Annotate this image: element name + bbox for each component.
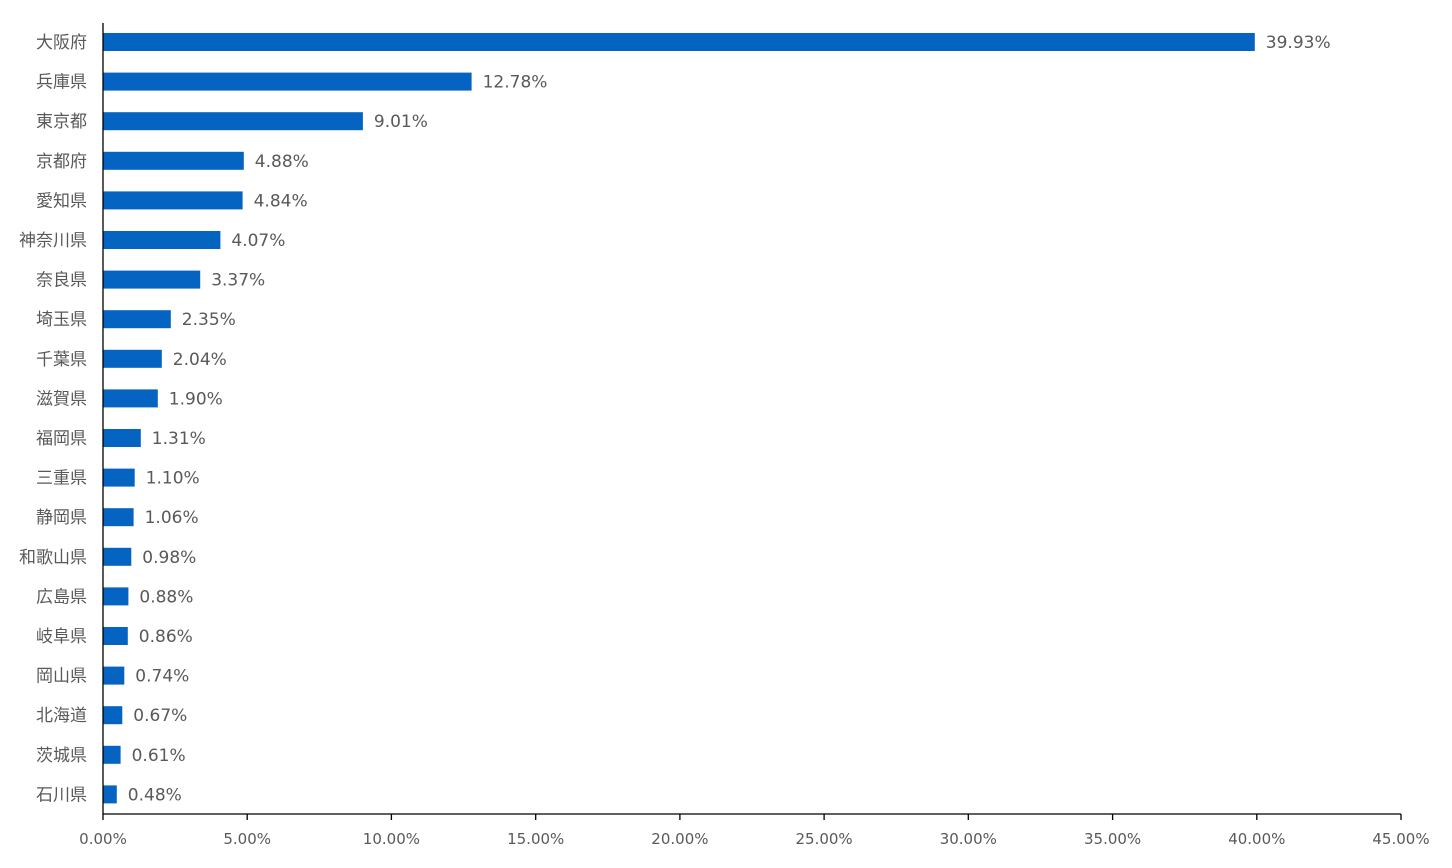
bar-14 [103, 587, 129, 606]
bar-15 [103, 627, 128, 645]
data-label-0: 39.93% [1266, 33, 1331, 53]
category-label-0: 大阪府 [36, 33, 87, 53]
category-label-18: 茨城県 [36, 746, 87, 766]
category-label-19: 石川県 [36, 785, 87, 805]
data-label-2: 9.01% [374, 112, 428, 132]
category-label-7: 埼玉県 [36, 310, 87, 330]
x-tick-label-8: 40.00% [1228, 830, 1285, 848]
data-label-3: 4.88% [255, 152, 309, 172]
data-label-10: 1.31% [152, 429, 206, 449]
category-label-12: 静岡県 [36, 508, 87, 528]
x-tick-label-3: 15.00% [507, 830, 564, 848]
category-label-17: 北海道 [36, 706, 87, 726]
category-label-9: 滋賀県 [36, 389, 87, 409]
data-label-9: 1.90% [169, 389, 223, 409]
data-label-13: 0.98% [142, 548, 196, 568]
x-tick-label-5: 25.00% [795, 830, 852, 848]
axis-layer: 0.00% 5.00% 10.00% 15.00% 20.00% 25.00% 30.00%… [79, 23, 1430, 848]
bar-2 [103, 112, 363, 131]
data-label-4: 4.84% [254, 191, 308, 211]
x-tick-label-2: 10.00% [363, 830, 420, 848]
category-label-13: 和歌山県 [19, 548, 87, 568]
bar-10 [103, 429, 141, 447]
category-label-14: 広島県 [36, 587, 87, 607]
bar-0 [103, 33, 1255, 51]
bar-3 [103, 151, 244, 170]
category-label-4: 愛知県 [36, 191, 87, 211]
bar-5 [103, 231, 221, 249]
data-label-14: 0.88% [139, 587, 193, 607]
bar-6 [103, 270, 201, 289]
bar-1 [103, 72, 472, 91]
bar-11 [103, 468, 135, 487]
labels-layer: 大阪府 39.93% 兵庫県 12.78% 東京都 9.01% 京都府 4.88% 愛知県 4.8… [19, 33, 1331, 805]
x-tick-label-0: 0.00% [79, 830, 127, 848]
bar-7 [103, 310, 171, 329]
category-label-10: 福岡県 [36, 429, 87, 449]
data-label-1: 12.78% [483, 73, 548, 93]
category-label-15: 岐阜県 [36, 627, 87, 647]
data-label-16: 0.74% [135, 667, 189, 687]
category-label-3: 京都府 [36, 152, 87, 172]
bar-12 [103, 508, 134, 527]
category-label-16: 岡山県 [36, 667, 87, 687]
bar-16 [103, 666, 125, 685]
category-label-5: 神奈川県 [19, 231, 87, 251]
data-label-7: 2.35% [182, 310, 236, 330]
data-label-6: 3.37% [211, 271, 265, 291]
category-label-8: 千葉県 [36, 350, 87, 370]
x-tick-label-7: 35.00% [1084, 830, 1141, 848]
data-label-5: 4.07% [231, 231, 285, 251]
x-tick-label-1: 5.00% [223, 830, 271, 848]
bar-9 [103, 389, 158, 408]
bars-layer [103, 33, 1255, 804]
category-label-11: 三重県 [36, 469, 87, 489]
x-tick-label-9: 45.00% [1372, 830, 1429, 848]
bar-13 [103, 547, 132, 566]
category-label-6: 奈良県 [36, 271, 87, 291]
x-tick-label-6: 30.00% [940, 830, 997, 848]
data-label-18: 0.61% [132, 746, 186, 766]
bar-19 [103, 785, 117, 804]
data-label-19: 0.48% [128, 785, 182, 805]
data-label-15: 0.86% [139, 627, 193, 647]
data-label-17: 0.67% [133, 706, 187, 726]
bar-18 [103, 745, 121, 764]
category-label-2: 東京都 [36, 112, 87, 132]
bar-4 [103, 191, 243, 210]
data-label-8: 2.04% [173, 350, 227, 370]
data-label-12: 1.06% [145, 508, 199, 528]
data-label-11: 1.10% [146, 469, 200, 489]
bar-8 [103, 349, 162, 368]
x-tick-label-4: 20.00% [651, 830, 708, 848]
category-label-1: 兵庫県 [36, 73, 87, 93]
bar-17 [103, 706, 123, 725]
